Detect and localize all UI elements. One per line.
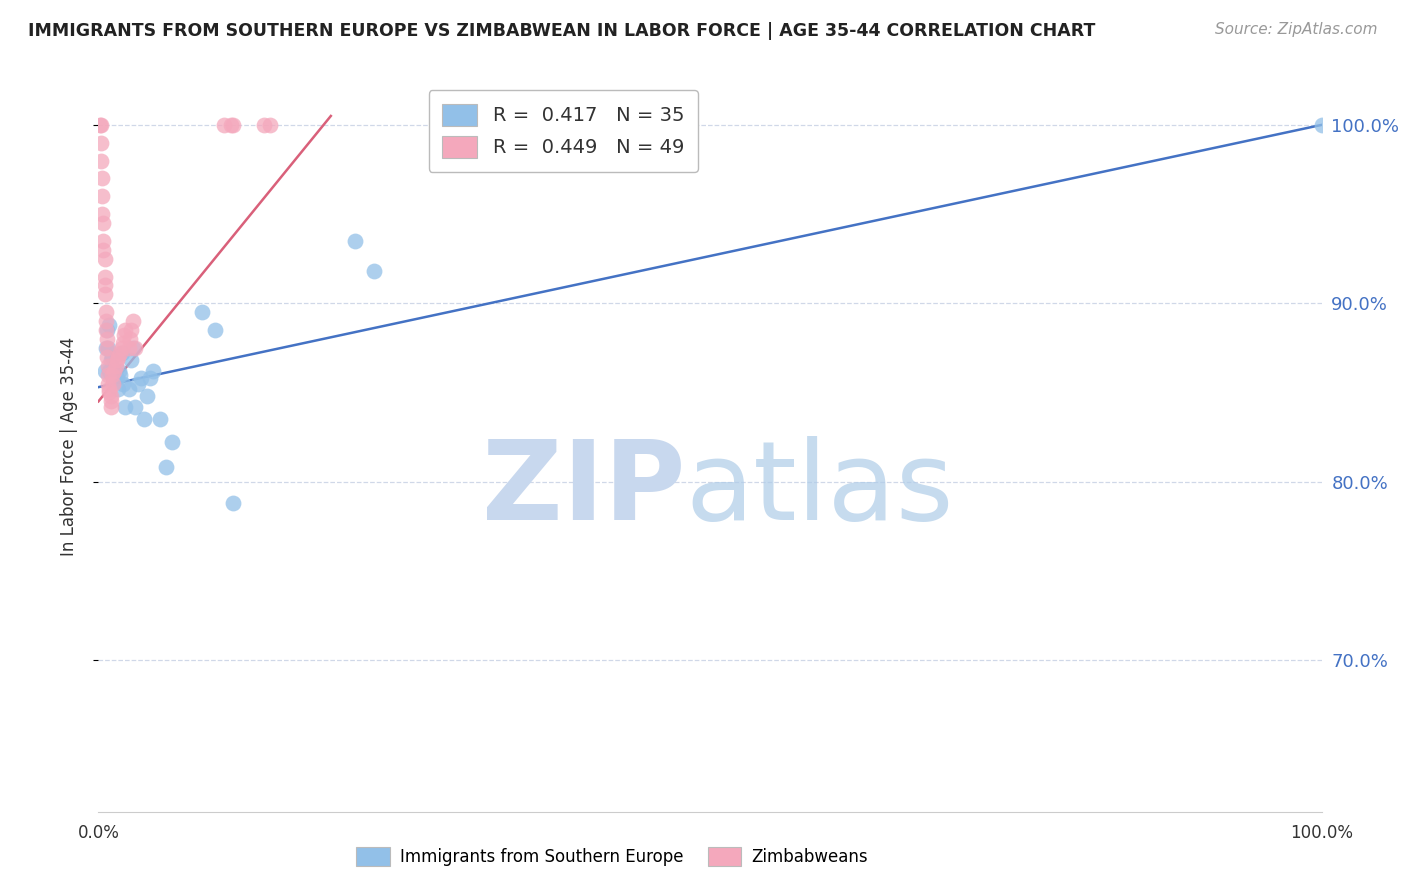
Point <box>111 376 134 391</box>
Point <box>97 368 120 382</box>
Point <box>90 118 112 132</box>
Point <box>98 382 121 396</box>
Point <box>344 234 367 248</box>
Point <box>96 350 118 364</box>
Point <box>96 323 118 337</box>
Point <box>96 341 118 355</box>
Point <box>222 118 245 132</box>
Point <box>103 364 125 378</box>
Point <box>107 350 129 364</box>
Point <box>91 207 114 221</box>
Point <box>100 389 122 403</box>
Point <box>114 323 136 337</box>
Point <box>124 400 146 414</box>
Point <box>100 394 122 409</box>
Y-axis label: In Labor Force | Age 35-44: In Labor Force | Age 35-44 <box>59 336 77 556</box>
Point <box>94 341 117 355</box>
Point <box>90 153 112 168</box>
Point <box>101 371 124 385</box>
Point <box>89 118 111 132</box>
Point <box>97 376 120 391</box>
Point <box>191 305 214 319</box>
Point <box>121 341 143 355</box>
Point <box>98 385 121 400</box>
Point <box>94 305 117 319</box>
Point <box>98 364 121 378</box>
Point <box>93 278 115 293</box>
Text: ZIP: ZIP <box>482 436 686 543</box>
Point <box>204 323 226 337</box>
Point <box>112 328 135 343</box>
Point <box>259 118 281 132</box>
Point <box>120 353 142 368</box>
Point <box>121 314 143 328</box>
Point <box>160 435 183 450</box>
Point <box>136 389 159 403</box>
Point <box>91 243 114 257</box>
Point <box>94 323 117 337</box>
Point <box>91 171 114 186</box>
Text: atlas: atlas <box>686 436 955 543</box>
Point <box>222 496 245 510</box>
Point <box>111 346 134 360</box>
Point <box>111 335 134 350</box>
Point <box>127 376 149 391</box>
Point <box>100 353 122 368</box>
Point <box>96 332 118 346</box>
Point <box>101 368 124 382</box>
Point <box>139 371 162 385</box>
Point <box>118 341 141 355</box>
Text: IMMIGRANTS FROM SOUTHERN EUROPE VS ZIMBABWEAN IN LABOR FORCE | AGE 35-44 CORRELA: IMMIGRANTS FROM SOUTHERN EUROPE VS ZIMBA… <box>28 22 1095 40</box>
Point <box>110 346 132 360</box>
Point <box>132 412 155 426</box>
Point <box>252 118 274 132</box>
Point <box>91 216 114 230</box>
Point <box>129 371 152 385</box>
Point <box>105 353 128 368</box>
Point <box>1310 118 1333 132</box>
Point <box>97 341 120 355</box>
Point <box>120 323 142 337</box>
Point <box>101 376 124 391</box>
Point <box>155 460 177 475</box>
Point <box>142 364 165 378</box>
Point <box>219 118 242 132</box>
Point <box>108 364 131 378</box>
Point <box>93 252 115 266</box>
Point <box>100 400 122 414</box>
Point <box>91 234 114 248</box>
Point <box>97 359 120 373</box>
Point <box>104 359 127 373</box>
Point <box>93 287 115 301</box>
Point <box>149 412 172 426</box>
Point <box>124 341 146 355</box>
Text: Source: ZipAtlas.com: Source: ZipAtlas.com <box>1215 22 1378 37</box>
Point <box>93 269 115 284</box>
Point <box>110 368 132 382</box>
Point <box>214 118 236 132</box>
Point <box>91 189 114 203</box>
Point <box>107 382 129 396</box>
Point <box>118 382 141 396</box>
Legend: Immigrants from Southern Europe, Zimbabweans: Immigrants from Southern Europe, Zimbabw… <box>350 840 875 873</box>
Point <box>101 350 124 364</box>
Point <box>93 364 115 378</box>
Point <box>120 332 142 346</box>
Point <box>98 318 121 332</box>
Point <box>94 314 117 328</box>
Point <box>363 264 385 278</box>
Point <box>111 341 134 355</box>
Point <box>114 400 136 414</box>
Point <box>105 371 128 385</box>
Point <box>90 136 112 150</box>
